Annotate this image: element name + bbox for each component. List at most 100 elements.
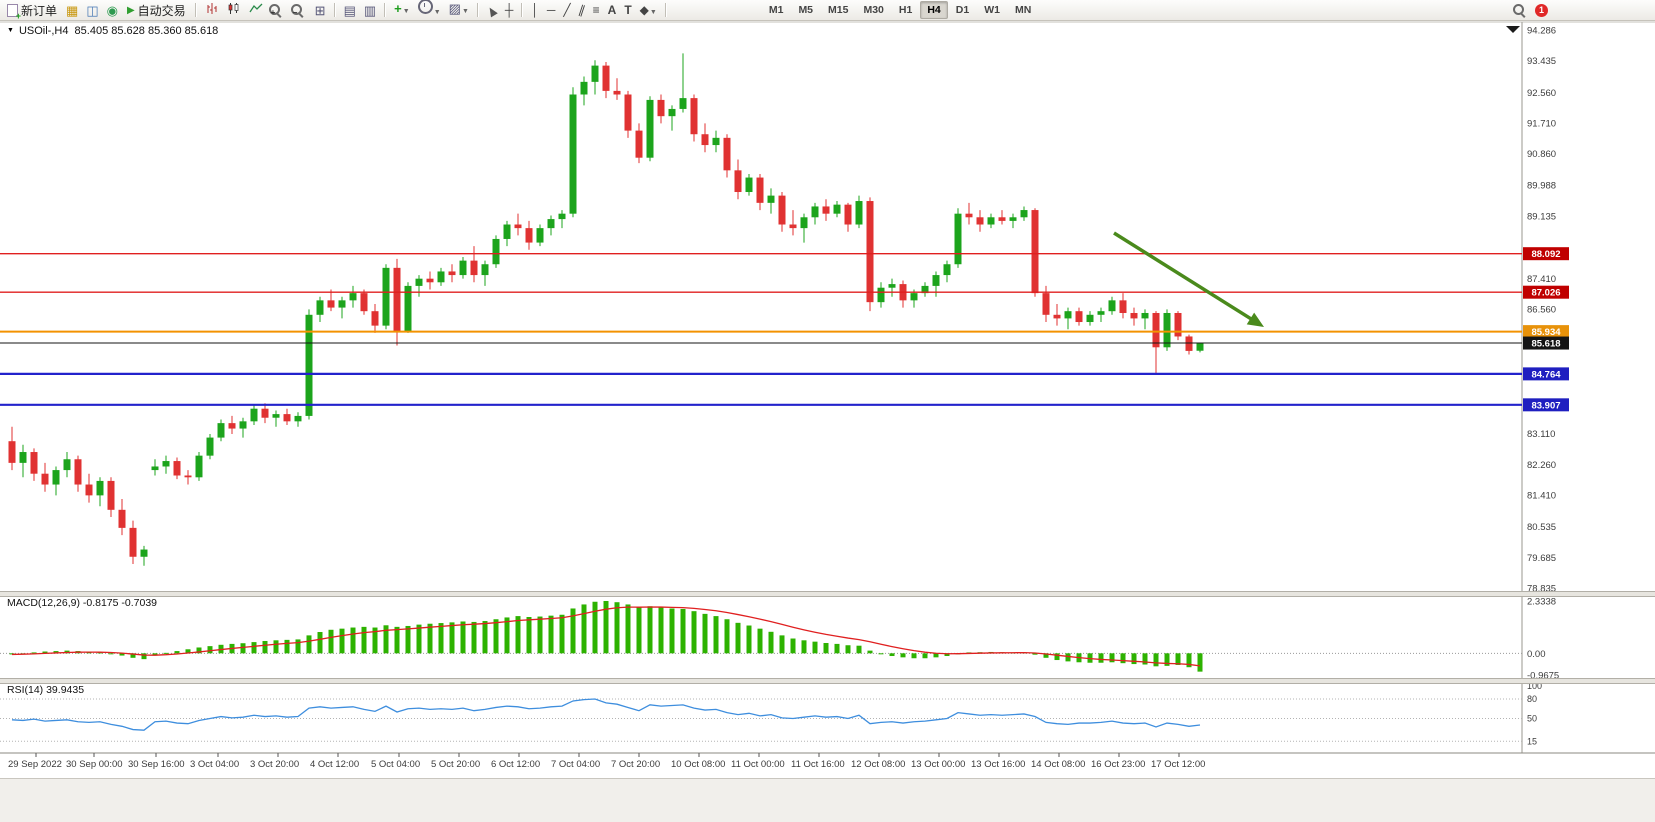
svg-text:78.835: 78.835 <box>1527 584 1556 595</box>
svg-text:6 Oct 12:00: 6 Oct 12:00 <box>491 759 540 770</box>
svg-text:4 Oct 12:00: 4 Oct 12:00 <box>310 759 359 770</box>
trend-arrow[interactable] <box>1113 231 1264 327</box>
svg-text:-0.9675: -0.9675 <box>1527 671 1559 682</box>
svg-text:12 Oct 08:00: 12 Oct 08:00 <box>851 759 905 770</box>
svg-text:50: 50 <box>1527 714 1537 724</box>
svg-text:29 Sep 2022: 29 Sep 2022 <box>8 759 62 770</box>
toolbar-separator <box>333 3 336 17</box>
macd-label: MACD(12,26,9) -0.8175 -0.7039 <box>7 597 157 609</box>
svg-text:87.026: 87.026 <box>1531 288 1560 299</box>
templates-icon[interactable]: ▨▼ <box>448 1 469 16</box>
timeframe-group: M1 M5 M15 M30 H1 H4 D1 W1 MN <box>762 1 1038 19</box>
toolbar-separator <box>476 3 479 17</box>
fibonacci-tool-icon[interactable]: ≡ <box>592 3 600 17</box>
clock-icon <box>417 0 433 14</box>
pane-splitter-macd[interactable] <box>0 591 1655 597</box>
trendline-tool-icon[interactable]: ╱ <box>563 3 571 17</box>
tile-windows-icon[interactable]: ⊞ <box>314 2 326 18</box>
svg-text:85.618: 85.618 <box>1531 339 1560 350</box>
shapes-tool-icon[interactable]: ◆▼ <box>639 3 657 17</box>
rsi-label: RSI(14) 39.9435 <box>7 684 85 696</box>
svg-text:3 Oct 20:00: 3 Oct 20:00 <box>250 759 299 770</box>
periods-icon[interactable]: ▼ <box>415 0 444 21</box>
candlestick-chart-icon[interactable] <box>224 2 244 19</box>
svg-text:81.410: 81.410 <box>1527 491 1556 502</box>
svg-text:90.860: 90.860 <box>1527 149 1556 160</box>
svg-text:79.685: 79.685 <box>1527 553 1556 564</box>
svg-text:89.135: 89.135 <box>1527 212 1556 223</box>
pane-splitter-rsi[interactable] <box>0 678 1655 684</box>
auto-trading-button[interactable]: ▶ 自动交易 <box>123 1 190 20</box>
svg-text:15: 15 <box>1527 736 1537 746</box>
add-indicator-icon[interactable]: +▼ <box>394 1 410 16</box>
label-tool-icon[interactable]: T <box>624 3 632 17</box>
price-axis[interactable]: 94.286 93.435 92.560 91.710 90.860 89.988 89.1… <box>1523 26 1569 595</box>
market-icon[interactable]: ▦ <box>66 2 79 18</box>
svg-text:7 Oct 04:00: 7 Oct 04:00 <box>551 759 600 770</box>
profiles-icon[interactable]: ◫ <box>86 2 99 18</box>
candlestick-series <box>8 53 1204 566</box>
time-axis[interactable]: 29 Sep 2022 30 Sep 00:00 30 Sep 16:00 3 Oct… <box>8 753 1205 770</box>
chart-title: ▼ USOil-,H4 85.405 85.628 85.360 85.618 <box>7 25 218 37</box>
svg-text:91.710: 91.710 <box>1527 119 1556 130</box>
svg-text:88.092: 88.092 <box>1531 249 1560 260</box>
svg-text:93.435: 93.435 <box>1527 56 1556 67</box>
svg-text:30 Sep 00:00: 30 Sep 00:00 <box>66 759 123 770</box>
new-order-label: 新订单 <box>21 3 58 18</box>
notification-badge[interactable]: 1 <box>1535 3 1548 17</box>
new-order-button[interactable]: 新订单 <box>3 1 61 21</box>
line-chart-icon[interactable] <box>246 2 266 19</box>
svg-text:83.907: 83.907 <box>1531 400 1560 411</box>
cursor-icon[interactable] <box>486 5 498 17</box>
svg-text:80.535: 80.535 <box>1527 522 1556 533</box>
svg-text:100: 100 <box>1527 681 1542 691</box>
svg-text:94.286: 94.286 <box>1527 26 1556 37</box>
svg-text:14 Oct 08:00: 14 Oct 08:00 <box>1031 759 1085 770</box>
svg-text:83.110: 83.110 <box>1527 429 1555 440</box>
timeframe-h4[interactable]: H4 <box>920 1 948 19</box>
svg-text:82.260: 82.260 <box>1527 460 1556 471</box>
svg-text:86.560: 86.560 <box>1527 305 1556 316</box>
macd-pane: 2.3338 0.00 -0.9675 <box>0 597 1559 682</box>
timeframe-m1[interactable]: M1 <box>768 4 784 16</box>
timeframe-m5[interactable]: M5 <box>798 4 814 16</box>
chart-menu-icon[interactable]: ▼ <box>7 27 14 34</box>
crosshair-icon[interactable]: ┼ <box>504 3 514 17</box>
zoom-in-icon[interactable]: + <box>268 3 288 17</box>
timeframe-h1[interactable]: H1 <box>898 4 913 16</box>
dropdown-caret-icon: ▼ <box>461 8 469 15</box>
svg-text:87.410: 87.410 <box>1527 274 1556 285</box>
window-bottom-area <box>0 778 1655 822</box>
svg-text:10 Oct 08:00: 10 Oct 08:00 <box>671 759 725 770</box>
horizontal-line-tool-icon[interactable]: ─ <box>546 3 556 17</box>
dropdown-caret-icon: ▼ <box>402 8 410 15</box>
community-icon[interactable]: ◉ <box>106 2 118 18</box>
svg-text:84.764: 84.764 <box>1531 369 1561 380</box>
vertical-line-tool-icon[interactable]: │ <box>531 3 539 17</box>
svg-text:7 Oct 20:00: 7 Oct 20:00 <box>611 759 660 770</box>
autoscroll-marker-icon[interactable] <box>1506 26 1520 33</box>
toolbar-separator <box>664 3 667 17</box>
timeframe-mn[interactable]: MN <box>1014 4 1032 16</box>
rsi-pane: 100 80 50 15 <box>0 681 1542 746</box>
timeframe-m15[interactable]: M15 <box>828 4 849 16</box>
timeframe-m30[interactable]: M30 <box>863 4 884 16</box>
svg-text:92.560: 92.560 <box>1527 88 1556 99</box>
timeframe-d1[interactable]: D1 <box>955 4 970 16</box>
channel-tool-icon[interactable]: ∥ <box>576 2 587 18</box>
search-icon[interactable] <box>1512 3 1526 17</box>
dropdown-caret-icon: ▼ <box>433 9 441 16</box>
bar-chart-icon[interactable] <box>202 2 222 19</box>
svg-text:85.934: 85.934 <box>1531 327 1561 338</box>
svg-text:3 Oct 04:00: 3 Oct 04:00 <box>190 759 239 770</box>
toolbar-separator <box>384 3 387 17</box>
arrange-windows-icon[interactable]: ▥ <box>363 2 377 18</box>
timeframe-w1[interactable]: W1 <box>984 4 1000 16</box>
dropdown-caret-icon: ▼ <box>649 9 657 16</box>
zoom-out-icon[interactable]: − <box>290 3 310 17</box>
svg-text:2.3338: 2.3338 <box>1527 597 1556 608</box>
cascade-windows-icon[interactable]: ▤ <box>343 2 356 18</box>
horizontal-lines[interactable] <box>0 252 1522 406</box>
text-tool-icon[interactable]: A <box>607 3 617 17</box>
